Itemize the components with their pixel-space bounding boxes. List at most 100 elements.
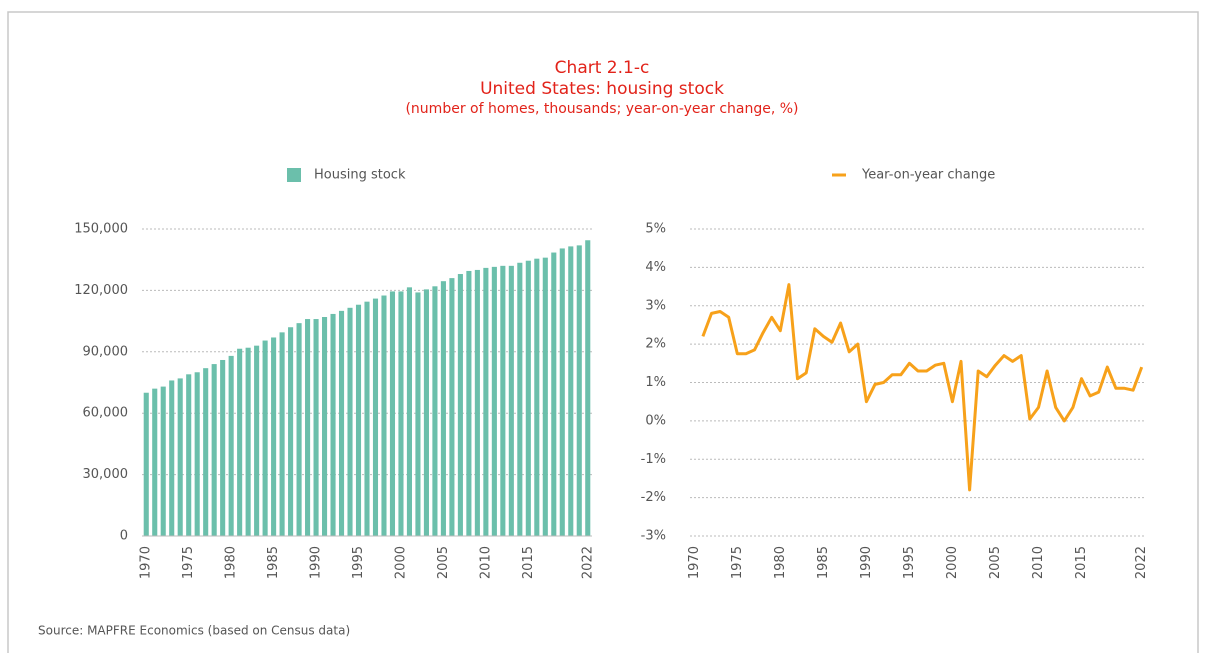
bar — [305, 319, 311, 536]
x-tick-label: 1990 — [309, 546, 324, 579]
bar — [389, 291, 396, 536]
y-tick-label: 3% — [645, 298, 666, 313]
y-tick-label: 1% — [645, 375, 666, 390]
x-tick-label: 1995 — [351, 546, 366, 579]
chart-subtitle: (number of homes, thousands; year-on-yea… — [405, 101, 798, 117]
x-tick-label: 1985 — [816, 546, 831, 579]
bar — [551, 252, 557, 536]
bar — [568, 246, 574, 536]
bar — [313, 319, 319, 536]
x-tick-label: 1975 — [730, 546, 745, 579]
y-tick-label: 5% — [645, 222, 666, 237]
x-tick-label: 2022 — [580, 546, 595, 579]
bar — [211, 364, 217, 536]
bar — [245, 347, 251, 536]
bar — [517, 262, 523, 536]
y-tick-label: -2% — [641, 490, 666, 505]
bar — [423, 289, 429, 536]
frame — [7, 11, 1199, 653]
x-tick-label: 2000 — [393, 546, 408, 579]
y-tick-label: 4% — [645, 260, 666, 275]
bar — [220, 359, 226, 536]
bar — [186, 374, 192, 536]
bar — [372, 298, 379, 536]
bar — [338, 310, 345, 536]
x-tick-label: 2010 — [478, 546, 493, 579]
legend-label: Year-on-year change — [861, 168, 995, 183]
legend-swatch — [287, 168, 301, 182]
x-tick-label: 1970 — [139, 546, 154, 579]
legend-label: Housing stock — [314, 168, 406, 183]
x-tick-label: 1990 — [859, 546, 874, 579]
y-tick-label: 120,000 — [74, 283, 128, 298]
bar — [406, 287, 412, 536]
chart-title: Chart 2.1-c — [555, 58, 650, 78]
bar — [483, 267, 489, 536]
bar — [177, 378, 183, 536]
x-tick-label: 1970 — [687, 546, 702, 579]
bar — [508, 265, 514, 536]
x-tick-label: 1980 — [773, 546, 788, 579]
bar — [576, 245, 582, 536]
y-tick-label: 0% — [645, 413, 666, 428]
x-tick-label: 1975 — [181, 546, 196, 579]
bar — [347, 307, 353, 536]
bar — [288, 327, 294, 536]
bar — [194, 372, 200, 536]
bar — [271, 337, 277, 536]
bar — [585, 240, 591, 537]
bar — [152, 388, 158, 536]
bar — [525, 260, 531, 536]
bar — [542, 257, 548, 536]
y-tick-label: 150,000 — [74, 222, 128, 237]
bar — [381, 295, 387, 536]
x-tick-label: 2022 — [1134, 546, 1149, 579]
y-tick-label: -3% — [641, 529, 666, 544]
bar — [203, 368, 209, 536]
bar — [228, 355, 234, 536]
bar — [500, 265, 506, 536]
bar — [322, 317, 328, 536]
x-tick-label: 2000 — [945, 546, 960, 579]
bar — [415, 292, 421, 536]
bar — [254, 345, 260, 536]
bar — [160, 386, 166, 536]
x-tick-label: 2015 — [1074, 546, 1089, 579]
bar — [169, 380, 175, 536]
line — [701, 283, 1144, 492]
bar — [237, 348, 243, 536]
x-tick-label: 2005 — [436, 546, 451, 579]
bar — [534, 258, 540, 536]
bar — [432, 286, 438, 536]
source-note: Source: MAPFRE Economics (based on Censu… — [38, 624, 350, 638]
bar — [364, 301, 370, 536]
y-tick-label: 30,000 — [83, 467, 129, 482]
bar — [143, 392, 149, 536]
bar — [449, 278, 455, 536]
x-tick-label: 2005 — [988, 546, 1003, 579]
bar — [330, 313, 336, 536]
bar — [279, 332, 285, 536]
bar — [262, 340, 268, 536]
bar — [398, 291, 404, 536]
x-tick-label: 1985 — [266, 546, 281, 579]
x-tick-label: 1995 — [902, 546, 917, 579]
bar — [474, 269, 480, 536]
bar — [457, 274, 463, 536]
bar — [491, 266, 497, 536]
bar — [355, 304, 362, 536]
y-tick-label: 90,000 — [83, 344, 129, 359]
x-tick-label: 2010 — [1031, 546, 1046, 579]
y-tick-label: 60,000 — [83, 406, 129, 421]
y-tick-label: 0 — [120, 529, 128, 544]
x-tick-label: 1980 — [224, 546, 239, 579]
bar — [296, 323, 302, 536]
y-tick-label: -1% — [641, 452, 666, 467]
x-tick-label: 2015 — [521, 546, 536, 579]
bar — [466, 270, 472, 536]
bar — [559, 248, 565, 536]
chart-title: United States: housing stock — [480, 79, 724, 99]
y-tick-label: 2% — [645, 337, 666, 352]
bar — [440, 281, 446, 536]
